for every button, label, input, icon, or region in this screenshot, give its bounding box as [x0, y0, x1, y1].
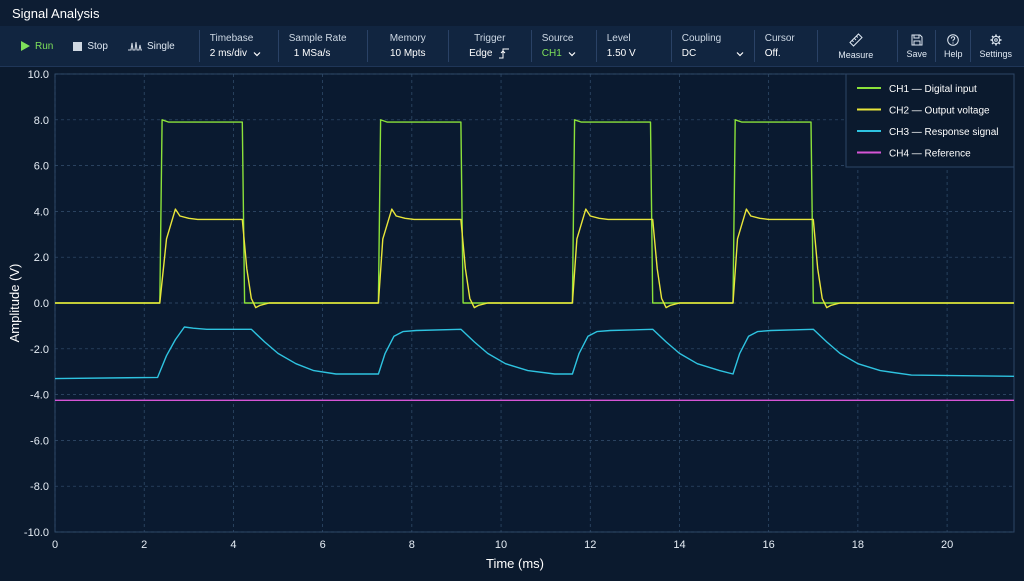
source-value: CH1: [541, 48, 562, 59]
y-tick-label: -10.0: [24, 527, 49, 539]
sample-rate-field[interactable]: Sample Rate 1 MSa/s: [279, 26, 367, 66]
help-button[interactable]: Help: [936, 26, 971, 66]
y-tick-label: -4.0: [30, 390, 49, 402]
cursor-label: Cursor: [764, 33, 795, 44]
legend-label-ch2: CH2 — Output voltage: [889, 106, 990, 117]
single-label: Single: [146, 40, 175, 52]
cursor-value: Off.: [764, 48, 781, 59]
sample-rate-label: Sample Rate: [288, 33, 347, 44]
title-bar: Signal Analysis: [0, 0, 1024, 26]
chevron-down-icon: [568, 51, 576, 56]
timebase-select[interactable]: Timebase 2 ms/div: [200, 26, 278, 66]
y-tick-label: 6.0: [34, 161, 49, 173]
y-tick-label: 2.0: [34, 252, 49, 264]
timebase-label: Timebase: [209, 33, 254, 44]
sample-rate-value: 1 MSa/s: [293, 48, 331, 59]
legend-label-ch3: CH3 — Response signal: [889, 127, 999, 138]
legend-label-ch4: CH4 — Reference: [889, 149, 971, 160]
x-tick-label: 16: [763, 539, 775, 551]
plot-area: 10.0 8.0 6.0 4.0 2.0 0.0 -2.0 -4.0 -6.0 -8.0 -10.0…: [0, 66, 1024, 576]
memory-field[interactable]: Memory 10 Mpts: [368, 26, 448, 66]
source-label: Source: [541, 33, 574, 44]
y-axis-label: Amplitude (V): [7, 264, 22, 343]
y-tick-label: -2.0: [30, 344, 49, 356]
coupling-label: Coupling: [681, 33, 722, 44]
level-field[interactable]: Level 1.50 V: [597, 26, 671, 66]
y-tick-label: -8.0: [30, 481, 49, 493]
save-label: Save: [906, 48, 927, 59]
traces: [54, 119, 1015, 401]
legend: CH1 — Digital input CH2 — Output voltage C…: [845, 73, 1015, 168]
waveform-chart[interactable]: 10.0 8.0 6.0 4.0 2.0 0.0 -2.0 -4.0 -6.0 -8.0 -10.0…: [0, 66, 1024, 576]
x-tick-label: 14: [673, 539, 685, 551]
ruler-icon: [849, 32, 863, 47]
x-tick-label: 2: [141, 539, 147, 551]
memory-label: Memory: [389, 33, 426, 44]
chevron-down-icon: [736, 51, 744, 56]
x-axis-label: Time (ms): [486, 556, 544, 571]
trigger-value: Edge: [469, 48, 493, 59]
x-tick-label: 20: [941, 539, 953, 551]
play-icon: [21, 41, 30, 51]
save-button[interactable]: Save: [898, 26, 935, 66]
settings-button[interactable]: Settings: [971, 26, 1024, 66]
stop-icon: [73, 41, 83, 51]
chevron-down-icon: [253, 51, 261, 56]
help-icon: [947, 33, 960, 46]
x-tick-label: 10: [495, 539, 507, 551]
trigger-label: Trigger: [474, 33, 506, 44]
level-value: 1.50 V: [606, 48, 636, 59]
cursor-field[interactable]: Cursor Off.: [755, 26, 817, 66]
trigger-field[interactable]: Trigger Edge: [449, 26, 531, 66]
measure-button[interactable]: Measure: [818, 26, 894, 66]
source-select[interactable]: Source CH1: [532, 26, 596, 66]
stop-button[interactable]: Stop: [63, 26, 118, 66]
y-axis-ticks: 10.0 8.0 6.0 4.0 2.0 0.0 -2.0 -4.0 -6.0 -8.0 -10.0: [24, 69, 49, 539]
x-axis-ticks: 0 2 4 6 8 10 12 14 16 18 20: [52, 539, 953, 551]
timebase-value: 2 ms/div: [209, 48, 247, 59]
memory-value: 10 Mpts: [389, 48, 426, 59]
coupling-value: DC: [681, 48, 697, 59]
x-tick-label: 8: [409, 539, 415, 551]
y-tick-label: 10.0: [28, 69, 49, 81]
level-label: Level: [606, 33, 631, 44]
app-title: Signal Analysis: [12, 5, 100, 21]
run-button[interactable]: Run: [10, 26, 63, 66]
series-line-ch3: [54, 326, 1015, 380]
toolbar: Run Stop Single Timebase 2 ms/div Sample…: [0, 26, 1024, 67]
legend-label-ch1: CH1 — Digital input: [889, 84, 977, 95]
single-icon: [127, 41, 142, 51]
x-tick-label: 4: [230, 539, 236, 551]
coupling-select[interactable]: Coupling DC: [672, 26, 754, 66]
help-label: Help: [943, 48, 963, 59]
x-tick-label: 6: [320, 539, 326, 551]
y-tick-label: 0.0: [34, 298, 49, 310]
x-tick-label: 0: [52, 539, 58, 551]
save-icon: [911, 34, 923, 45]
y-tick-label: 8.0: [34, 115, 49, 127]
gear-icon: [990, 34, 1002, 45]
y-tick-label: -6.0: [30, 435, 49, 447]
stop-label: Stop: [87, 40, 108, 52]
x-tick-label: 18: [852, 539, 864, 551]
measure-label: Measure: [838, 49, 874, 60]
settings-label: Settings: [979, 48, 1012, 59]
run-label: Run: [35, 40, 54, 52]
x-tick-label: 12: [584, 539, 596, 551]
series-line-ch2: [55, 208, 1014, 309]
y-tick-label: 4.0: [34, 206, 49, 218]
single-button[interactable]: Single: [118, 26, 185, 66]
trigger-edge-icon: [499, 48, 510, 59]
